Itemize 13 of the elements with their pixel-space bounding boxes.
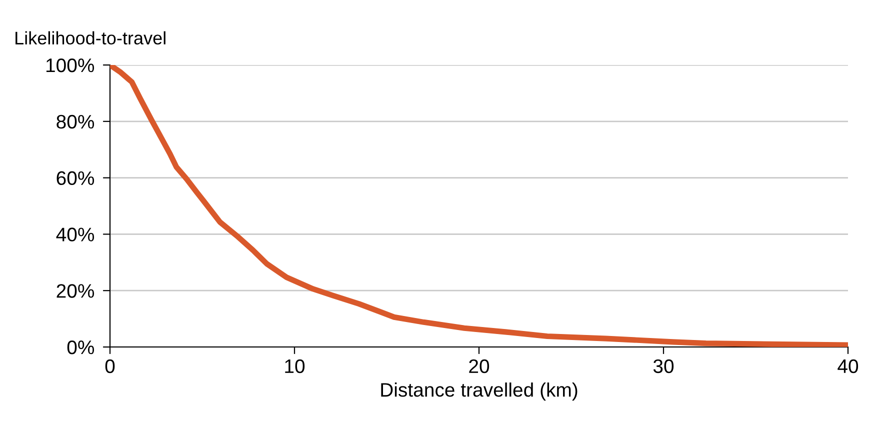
x-tick-label: 40 xyxy=(838,359,858,374)
x-tick-label: 0 xyxy=(105,359,115,374)
y-tick-label: 40% xyxy=(56,228,94,242)
x-tick-label: 30 xyxy=(653,359,674,374)
x-tick-label: 10 xyxy=(285,359,305,374)
y-tick-label: 100% xyxy=(46,58,94,72)
y-tick-label: 60% xyxy=(56,171,94,186)
x-tick-label: 20 xyxy=(469,359,490,374)
y-tick-label: 20% xyxy=(56,284,94,298)
y-axis-title: Likelihood-to-travel xyxy=(16,31,166,45)
y-tick-label: 0% xyxy=(67,340,94,354)
x-axis-title: Distance travelled (km) xyxy=(381,382,578,401)
y-tick-label: 80% xyxy=(56,114,94,129)
